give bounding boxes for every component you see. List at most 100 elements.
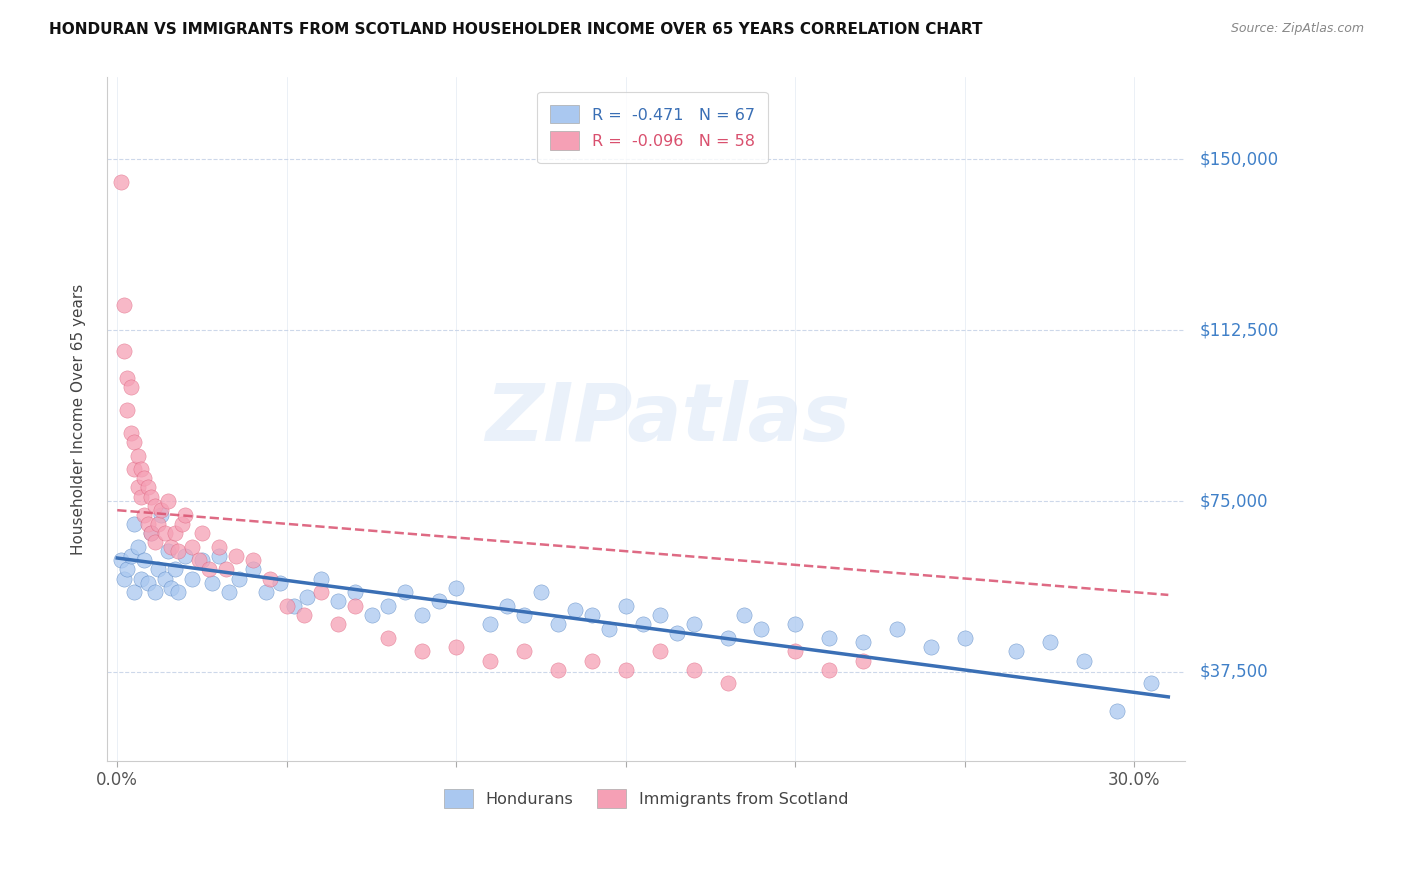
Point bbox=[852, 635, 875, 649]
Point bbox=[785, 617, 807, 632]
Point bbox=[110, 553, 132, 567]
Point bbox=[411, 607, 433, 622]
Point bbox=[598, 622, 620, 636]
Point bbox=[191, 553, 214, 567]
Point bbox=[276, 599, 298, 613]
Text: Source: ZipAtlas.com: Source: ZipAtlas.com bbox=[1230, 22, 1364, 36]
Point bbox=[117, 371, 139, 385]
Point bbox=[180, 572, 202, 586]
Point bbox=[530, 585, 553, 599]
Point bbox=[751, 622, 773, 636]
Point bbox=[852, 653, 875, 667]
Point bbox=[1004, 644, 1026, 658]
Point bbox=[427, 594, 450, 608]
Point bbox=[309, 585, 332, 599]
Point bbox=[117, 562, 139, 576]
Point bbox=[167, 544, 190, 558]
Point bbox=[129, 462, 152, 476]
Point bbox=[564, 603, 586, 617]
Point bbox=[143, 499, 166, 513]
Point bbox=[818, 631, 841, 645]
Point bbox=[208, 540, 231, 554]
Text: $150,000: $150,000 bbox=[1199, 151, 1278, 169]
Point bbox=[259, 572, 281, 586]
Text: $75,000: $75,000 bbox=[1199, 492, 1268, 510]
Point bbox=[180, 540, 202, 554]
Point bbox=[682, 617, 704, 632]
Point bbox=[581, 653, 603, 667]
Point bbox=[122, 516, 145, 531]
Point bbox=[496, 599, 519, 613]
Point bbox=[117, 403, 139, 417]
Point bbox=[112, 298, 135, 312]
Point bbox=[208, 549, 231, 563]
Point bbox=[682, 663, 704, 677]
Point bbox=[716, 676, 738, 690]
Point bbox=[292, 607, 315, 622]
Point bbox=[170, 516, 193, 531]
Point bbox=[191, 525, 214, 540]
Point bbox=[136, 480, 159, 494]
Point bbox=[411, 644, 433, 658]
Point bbox=[127, 540, 149, 554]
Point bbox=[377, 599, 399, 613]
Text: $37,500: $37,500 bbox=[1199, 663, 1268, 681]
Point bbox=[127, 449, 149, 463]
Text: $112,500: $112,500 bbox=[1199, 321, 1278, 339]
Point bbox=[174, 549, 197, 563]
Point bbox=[167, 585, 190, 599]
Point bbox=[122, 434, 145, 449]
Point bbox=[201, 576, 224, 591]
Point bbox=[479, 653, 502, 667]
Point bbox=[818, 663, 841, 677]
Point bbox=[134, 471, 156, 485]
Point bbox=[122, 462, 145, 476]
Legend: Hondurans, Immigrants from Scotland: Hondurans, Immigrants from Scotland bbox=[437, 783, 855, 814]
Point bbox=[665, 626, 688, 640]
Point bbox=[187, 553, 209, 567]
Point bbox=[120, 425, 142, 440]
Point bbox=[446, 581, 468, 595]
Point bbox=[143, 535, 166, 549]
Point bbox=[785, 644, 807, 658]
Point bbox=[648, 607, 671, 622]
Point bbox=[269, 576, 291, 591]
Point bbox=[1039, 635, 1062, 649]
Point bbox=[157, 544, 180, 558]
Point bbox=[295, 590, 318, 604]
Point bbox=[360, 607, 382, 622]
Point bbox=[136, 516, 159, 531]
Point bbox=[143, 585, 166, 599]
Point bbox=[163, 525, 186, 540]
Text: HONDURAN VS IMMIGRANTS FROM SCOTLAND HOUSEHOLDER INCOME OVER 65 YEARS CORRELATIO: HONDURAN VS IMMIGRANTS FROM SCOTLAND HOU… bbox=[49, 22, 983, 37]
Point bbox=[513, 644, 536, 658]
Point bbox=[394, 585, 416, 599]
Point bbox=[309, 572, 332, 586]
Point bbox=[136, 576, 159, 591]
Point bbox=[134, 553, 156, 567]
Point bbox=[120, 380, 142, 394]
Point bbox=[446, 640, 468, 654]
Point bbox=[343, 585, 366, 599]
Point bbox=[160, 581, 183, 595]
Point bbox=[120, 549, 142, 563]
Point bbox=[112, 343, 135, 358]
Point bbox=[326, 617, 349, 632]
Point bbox=[343, 599, 366, 613]
Point bbox=[614, 599, 637, 613]
Point bbox=[163, 562, 186, 576]
Point bbox=[150, 508, 173, 522]
Point bbox=[141, 525, 163, 540]
Point bbox=[228, 572, 250, 586]
Point bbox=[920, 640, 942, 654]
Point bbox=[1140, 676, 1163, 690]
Point bbox=[547, 617, 569, 632]
Point bbox=[648, 644, 671, 658]
Point bbox=[153, 572, 176, 586]
Point bbox=[122, 585, 145, 599]
Point bbox=[479, 617, 502, 632]
Point bbox=[547, 663, 569, 677]
Point bbox=[129, 572, 152, 586]
Point bbox=[283, 599, 305, 613]
Point bbox=[513, 607, 536, 622]
